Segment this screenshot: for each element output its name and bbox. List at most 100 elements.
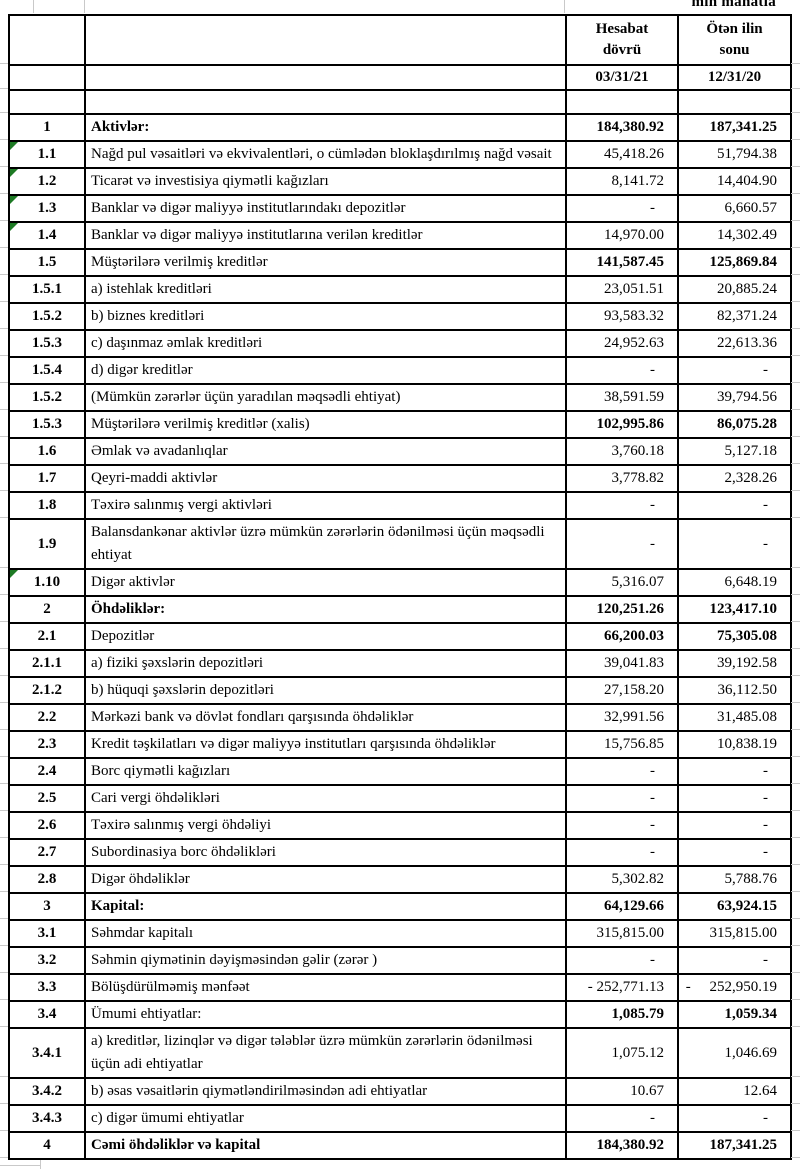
row-value-current-cell[interactable]: -	[565, 946, 679, 975]
row-label-cell[interactable]: Cari vergi öhdəlikləri	[84, 784, 567, 813]
row-number-cell[interactable]: 3.4.3	[8, 1104, 86, 1133]
row-value-current-cell[interactable]: 3,778.82	[565, 464, 679, 493]
row-value-prior-cell[interactable]: 12.64	[677, 1077, 792, 1106]
row-label-cell[interactable]: Səhmdar kapitalı	[84, 919, 567, 948]
row-number-cell[interactable]: 2.1	[8, 622, 86, 651]
row-label-cell[interactable]: a) istehlak kreditləri	[84, 275, 567, 304]
row-value-prior-cell[interactable]: 39,794.56	[677, 383, 792, 412]
row-number-cell[interactable]: 1.4	[8, 221, 86, 250]
row-number-cell[interactable]: 1.1	[8, 140, 86, 169]
header-cell-blank-no[interactable]	[8, 14, 86, 66]
row-number-cell[interactable]: 4	[8, 1131, 86, 1160]
row-value-prior-cell[interactable]: 82,371.24	[677, 302, 792, 331]
row-label-cell[interactable]: Kredit təşkilatları və digər maliyyə ins…	[84, 730, 567, 759]
row-value-current-cell[interactable]: 315,815.00	[565, 919, 679, 948]
empty-cell[interactable]	[84, 89, 567, 115]
row-value-prior-cell[interactable]: 86,075.28	[677, 410, 792, 439]
row-value-prior-cell[interactable]: -	[677, 784, 792, 813]
row-number-cell[interactable]: 3.4.1	[8, 1027, 86, 1079]
row-value-current-cell[interactable]: 39,041.83	[565, 649, 679, 678]
row-value-current-cell[interactable]: 141,587.45	[565, 248, 679, 277]
row-number-cell[interactable]: 2.2	[8, 703, 86, 732]
header-cell-period[interactable]: Hesabat dövrü	[565, 14, 679, 66]
row-value-current-cell[interactable]: 14,970.00	[565, 221, 679, 250]
row-value-prior-cell[interactable]: 187,341.25	[677, 1131, 792, 1160]
row-label-cell[interactable]: Depozitlər	[84, 622, 567, 651]
row-value-current-cell[interactable]: -	[565, 757, 679, 786]
row-value-prior-cell[interactable]: 20,885.24	[677, 275, 792, 304]
row-label-cell[interactable]: Səhmin qiymətinin dəyişməsindən gəlir (z…	[84, 946, 567, 975]
row-value-current-cell[interactable]: 27,158.20	[565, 676, 679, 705]
empty-cell[interactable]	[8, 89, 86, 115]
row-label-cell[interactable]: Digər aktivlər	[84, 568, 567, 597]
row-label-cell[interactable]: Ticarət və investisiya qiymətli kağızlar…	[84, 167, 567, 196]
row-label-cell[interactable]: Qeyri-maddi aktivlər	[84, 464, 567, 493]
row-value-current-cell[interactable]: -	[565, 194, 679, 223]
row-number-cell[interactable]: 2.3	[8, 730, 86, 759]
row-number-cell[interactable]: 1.9	[8, 518, 86, 570]
row-value-current-cell[interactable]: 38,591.59	[565, 383, 679, 412]
row-value-prior-cell[interactable]: -	[677, 811, 792, 840]
row-value-current-cell[interactable]: 184,380.92	[565, 113, 679, 142]
row-value-current-cell[interactable]: 184,380.92	[565, 1131, 679, 1160]
row-label-cell[interactable]: Digər öhdəliklər	[84, 865, 567, 894]
row-value-prior-cell[interactable]: 2,328.26	[677, 464, 792, 493]
row-value-prior-cell[interactable]: -	[677, 757, 792, 786]
row-label-cell[interactable]: (Mümkün zərərlər üçün yaradılan məqsədli…	[84, 383, 567, 412]
row-label-cell[interactable]: b) hüquqi şəxslərin depozitləri	[84, 676, 567, 705]
row-value-prior-cell[interactable]: 315,815.00	[677, 919, 792, 948]
row-label-cell[interactable]: Nağd pul vəsaitləri və ekvivalentləri, o…	[84, 140, 567, 169]
row-number-cell[interactable]: 1.7	[8, 464, 86, 493]
row-value-current-cell[interactable]: 64,129.66	[565, 892, 679, 921]
row-value-prior-cell[interactable]: -	[677, 946, 792, 975]
row-value-current-cell[interactable]: -	[565, 491, 679, 520]
row-number-cell[interactable]: 2.6	[8, 811, 86, 840]
row-value-current-cell[interactable]: 5,316.07	[565, 568, 679, 597]
row-number-cell[interactable]: 3.4.2	[8, 1077, 86, 1106]
row-label-cell[interactable]: c) daşınmaz əmlak kreditləri	[84, 329, 567, 358]
row-value-prior-cell[interactable]: 1,046.69	[677, 1027, 792, 1079]
row-label-cell[interactable]: b) əsas vəsaitlərin qiymətləndirilməsind…	[84, 1077, 567, 1106]
row-value-current-cell[interactable]: -	[565, 1104, 679, 1133]
header-period-date[interactable]: 03/31/21	[565, 64, 679, 91]
row-number-cell[interactable]: 2.4	[8, 757, 86, 786]
row-value-prior-cell[interactable]: -	[677, 356, 792, 385]
header-cell-blank-label[interactable]	[84, 14, 567, 66]
row-number-cell[interactable]: 2	[8, 595, 86, 624]
row-value-current-cell[interactable]: 10.67	[565, 1077, 679, 1106]
row-number-cell[interactable]: 3.4	[8, 1000, 86, 1029]
empty-cell[interactable]	[565, 89, 679, 115]
row-number-cell[interactable]: 2.7	[8, 838, 86, 867]
row-number-cell[interactable]: 1.6	[8, 437, 86, 466]
row-number-cell[interactable]: 1.8	[8, 491, 86, 520]
row-number-cell[interactable]: 1.5.3	[8, 329, 86, 358]
row-number-cell[interactable]: 3.2	[8, 946, 86, 975]
row-value-prior-cell[interactable]: 36,112.50	[677, 676, 792, 705]
row-label-cell[interactable]: Mərkəzi bank və dövlət fondları qarşısın…	[84, 703, 567, 732]
row-label-cell[interactable]: Banklar və digər maliyyə institutlarında…	[84, 194, 567, 223]
row-value-prior-cell[interactable]: 10,838.19	[677, 730, 792, 759]
row-value-current-cell[interactable]: -	[565, 838, 679, 867]
row-label-cell[interactable]: Borc qiymətli kağızları	[84, 757, 567, 786]
row-value-current-cell[interactable]: 1,075.12	[565, 1027, 679, 1079]
row-value-current-cell[interactable]: 23,051.51	[565, 275, 679, 304]
row-value-current-cell[interactable]: 120,251.26	[565, 595, 679, 624]
row-value-current-cell[interactable]: 8,141.72	[565, 167, 679, 196]
row-label-cell[interactable]: Balansdankənar aktivlər üzrə mümkün zərə…	[84, 518, 567, 570]
row-value-current-cell[interactable]: 66,200.03	[565, 622, 679, 651]
row-number-cell[interactable]: 1.5	[8, 248, 86, 277]
row-value-prior-cell[interactable]: -	[677, 491, 792, 520]
row-value-current-cell[interactable]: 93,583.32	[565, 302, 679, 331]
row-label-cell[interactable]: d) digər kreditlər	[84, 356, 567, 385]
row-value-current-cell[interactable]: 24,952.63	[565, 329, 679, 358]
row-number-cell[interactable]: 2.8	[8, 865, 86, 894]
row-value-current-cell[interactable]: -	[565, 811, 679, 840]
row-label-cell[interactable]: Subordinasiya borc öhdəlikləri	[84, 838, 567, 867]
row-value-prior-cell[interactable]: 14,302.49	[677, 221, 792, 250]
header-cell-prior[interactable]: Ötən ilin sonu	[677, 14, 792, 66]
row-number-cell[interactable]: 1.5.1	[8, 275, 86, 304]
row-number-cell[interactable]: 1.5.2	[8, 383, 86, 412]
row-value-prior-cell[interactable]: -	[677, 1104, 792, 1133]
empty-cell[interactable]	[677, 89, 792, 115]
row-value-current-cell[interactable]: - 252,771.13	[565, 973, 679, 1002]
